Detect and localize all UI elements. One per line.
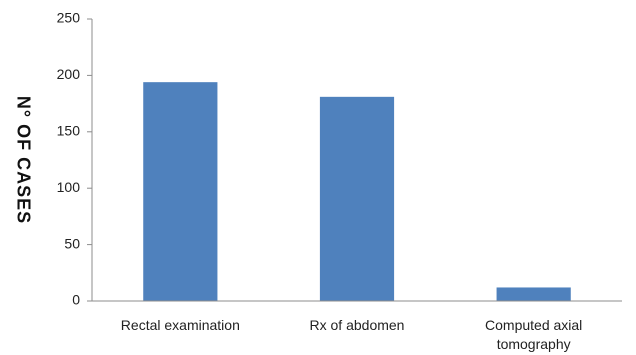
axes xyxy=(91,19,622,302)
y-tick-label: 0 xyxy=(72,292,80,308)
x-category-label-line: Computed axial xyxy=(485,317,582,333)
y-tick-label: 150 xyxy=(57,123,81,139)
x-axis-labels: Rectal examination Rx of abdomen Computed … xyxy=(121,317,583,352)
x-category-label: Computed axial tomography xyxy=(485,317,582,352)
bars xyxy=(143,82,571,301)
x-category-label-line: tomography xyxy=(497,336,571,352)
x-category-label: Rx of abdomen xyxy=(310,317,405,333)
y-tick-label: 250 xyxy=(57,10,81,26)
y-tick-label: 50 xyxy=(64,235,80,251)
y-axis-ticks: 0 50 100 150 200 250 xyxy=(57,10,92,308)
x-category-label-line: Rectal examination xyxy=(121,317,240,333)
y-tick-label: 100 xyxy=(57,179,81,195)
y-axis-label-group: N° OF CASES xyxy=(13,96,33,224)
y-axis-label: N° OF CASES xyxy=(13,96,33,224)
x-category-label: Rectal examination xyxy=(121,317,240,333)
bar-3 xyxy=(496,287,571,301)
bar-1 xyxy=(143,82,218,301)
x-category-label-line: Rx of abdomen xyxy=(310,317,405,333)
y-tick-label: 200 xyxy=(57,66,81,82)
bar-2 xyxy=(319,96,395,301)
